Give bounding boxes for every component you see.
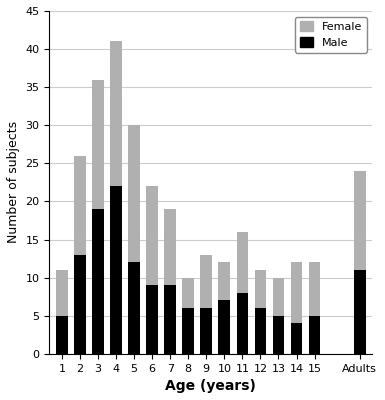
Bar — [309, 262, 320, 316]
Legend: Female, Male: Female, Male — [295, 16, 367, 52]
Bar — [74, 255, 86, 354]
Bar — [236, 293, 248, 354]
Bar — [236, 232, 248, 293]
Bar — [92, 80, 104, 209]
X-axis label: Age (years): Age (years) — [166, 379, 256, 393]
Bar — [309, 316, 320, 354]
Bar — [146, 285, 158, 354]
Bar — [354, 171, 365, 270]
Bar — [254, 308, 266, 354]
Bar — [291, 323, 302, 354]
Bar — [146, 186, 158, 285]
Bar — [291, 262, 302, 323]
Bar — [56, 270, 68, 316]
Bar — [254, 270, 266, 308]
Bar — [110, 42, 122, 186]
Bar — [164, 285, 176, 354]
Bar — [182, 308, 194, 354]
Bar — [56, 316, 68, 354]
Bar — [218, 300, 230, 354]
Bar — [110, 186, 122, 354]
Bar — [182, 278, 194, 308]
Bar — [92, 209, 104, 354]
Bar — [354, 270, 365, 354]
Bar — [74, 156, 86, 255]
Bar — [128, 125, 140, 262]
Bar — [273, 278, 285, 316]
Bar — [273, 316, 285, 354]
Bar — [164, 209, 176, 285]
Bar — [201, 255, 212, 308]
Bar — [128, 262, 140, 354]
Bar — [201, 308, 212, 354]
Bar — [218, 262, 230, 300]
Y-axis label: Number of subjects: Number of subjects — [7, 121, 20, 244]
